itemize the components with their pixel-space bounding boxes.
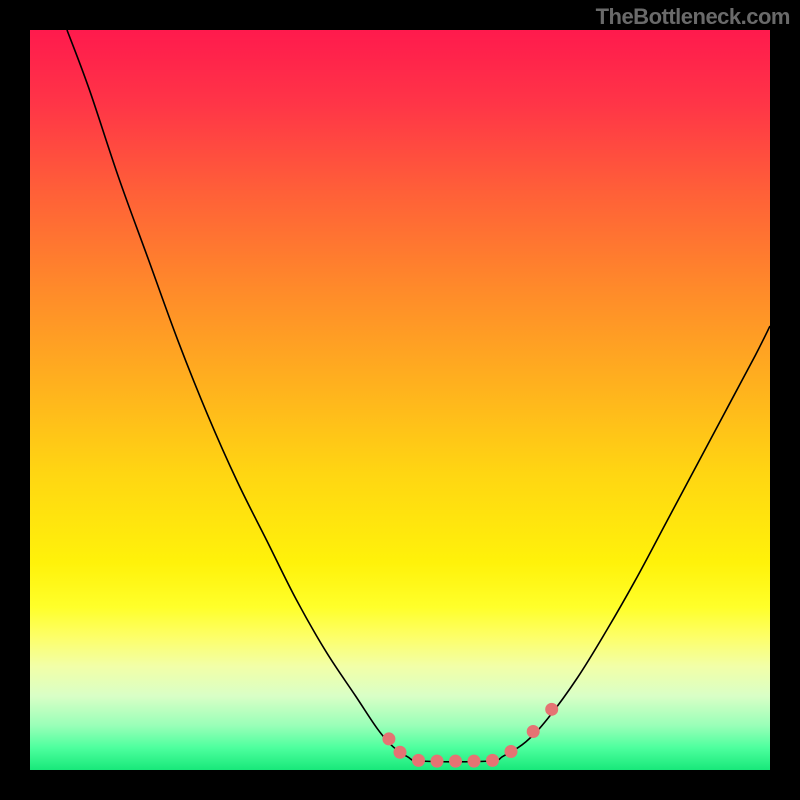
marker-point — [382, 732, 395, 745]
marker-point — [468, 755, 481, 768]
chart-container: TheBottleneck.com — [0, 0, 800, 800]
bottleneck-chart — [30, 30, 770, 770]
marker-point — [431, 755, 444, 768]
marker-point — [505, 745, 518, 758]
watermark-text: TheBottleneck.com — [596, 4, 790, 30]
marker-point — [412, 754, 425, 767]
marker-point — [545, 703, 558, 716]
marker-point — [449, 755, 462, 768]
gradient-background — [30, 30, 770, 770]
marker-point — [527, 725, 540, 738]
marker-point — [486, 754, 499, 767]
marker-point — [394, 746, 407, 759]
